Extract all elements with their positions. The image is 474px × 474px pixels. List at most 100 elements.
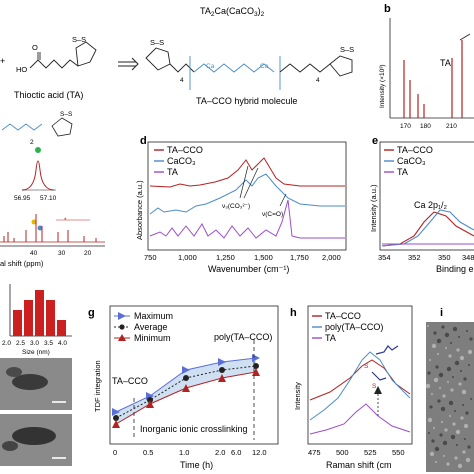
panel-i bbox=[425, 322, 474, 472]
ca-right: Ca bbox=[260, 63, 269, 70]
sem-particle bbox=[431, 393, 433, 395]
sem-particle bbox=[462, 450, 466, 454]
panel-h-xtick-525: 525 bbox=[364, 448, 377, 457]
panel-d-ann-v3: ν₃(CO₃²⁻) bbox=[222, 203, 250, 210]
sem-particle bbox=[452, 326, 458, 332]
panel-h-s2: S bbox=[372, 383, 377, 390]
sem-particle bbox=[452, 376, 454, 378]
sem-texture bbox=[425, 325, 473, 469]
panel-d-line-caco3 bbox=[149, 173, 345, 215]
panel-f-xtick-5: 4.0 bbox=[58, 340, 67, 347]
panel-d-ylabel: Absorbance (a.u.) bbox=[135, 180, 144, 240]
panel-g-legend: Maximum Average Minimum bbox=[114, 311, 173, 343]
panel-g-xtick-05: 0.5 bbox=[143, 448, 153, 457]
panel-d-line-ta bbox=[149, 199, 345, 239]
chemical-scheme: TA2Ca(CaCO3)2 + O HO S–S Thioctic acid (… bbox=[0, 6, 354, 106]
panel-h-xtick-475: 475 bbox=[308, 448, 321, 457]
ta-ho: HO bbox=[16, 65, 27, 74]
panel-b-ylabel: Intensity (×10³) bbox=[379, 64, 386, 108]
sem-particle bbox=[458, 382, 462, 386]
panel-d-legend-3: TA bbox=[167, 167, 178, 177]
sem-particle bbox=[469, 337, 473, 341]
sem-particle bbox=[441, 325, 445, 329]
sem-particle bbox=[455, 429, 461, 435]
hybrid-ss-left: S–S bbox=[150, 38, 164, 47]
formula: TA2Ca(CaCO3)2 bbox=[200, 6, 265, 18]
sem-particle bbox=[456, 444, 458, 446]
panel-c-peak-tick-1: 56.95 bbox=[14, 195, 31, 202]
panel-b-tick-170: 170 bbox=[400, 123, 411, 130]
sem-particle bbox=[454, 456, 458, 460]
ta-name: Thioctic acid (TA) bbox=[14, 90, 83, 100]
panel-c-star: * bbox=[64, 217, 67, 224]
panel-d-xtick-1000: 1,000 bbox=[178, 253, 197, 262]
sem-particle bbox=[463, 423, 469, 429]
sem-particle bbox=[437, 399, 441, 403]
panel-e-xtick-350: 350 bbox=[438, 253, 451, 262]
panel-c-marker-blue bbox=[37, 225, 43, 231]
sem-particle bbox=[461, 389, 467, 395]
panel-b-bars bbox=[403, 40, 463, 118]
sem-particle bbox=[446, 462, 450, 466]
sem-particle bbox=[466, 330, 468, 332]
hybrid-ss-right: S–S bbox=[340, 45, 354, 54]
sem-particle bbox=[435, 461, 437, 463]
panel-f-bar bbox=[13, 310, 22, 336]
panel-e-xlabel: Binding e bbox=[436, 264, 474, 274]
sem-particle bbox=[437, 353, 439, 355]
panel-c-marker-green bbox=[35, 147, 41, 153]
sem-particle bbox=[456, 348, 460, 352]
sem-particle bbox=[444, 332, 450, 338]
panel-c-tick-40: 40 bbox=[30, 250, 38, 257]
panel-f-bar bbox=[46, 300, 55, 336]
sem-particle bbox=[429, 359, 431, 361]
sem-particle bbox=[427, 371, 431, 375]
panel-h-xlabel: Raman shift (cm bbox=[326, 460, 392, 470]
panel-c: 2 S–S 56.95 57.10 * 40 30 20 al shift (p… bbox=[0, 111, 105, 268]
panel-label-d: d bbox=[140, 135, 147, 147]
panel-d-xlabel: Wavenumber (cm⁻¹) bbox=[208, 264, 289, 274]
panel-e-ylabel: Intensity (a.u.) bbox=[369, 184, 378, 232]
panel-e-legend-3: TA bbox=[397, 167, 408, 177]
panel-c-tick-30: 30 bbox=[58, 250, 66, 257]
sem-particle bbox=[427, 417, 433, 423]
sem-particle bbox=[433, 331, 437, 335]
panel-f-bar bbox=[24, 300, 33, 336]
panel-h-legend-1: TA–CCO bbox=[325, 311, 361, 321]
panel-g-ann-right: poly(TA–CCO) bbox=[214, 332, 272, 342]
panel-h-xtick-550: 550 bbox=[392, 448, 405, 457]
panel-d-line-tacco bbox=[149, 157, 345, 188]
hybrid-molecule bbox=[145, 47, 353, 90]
panel-d-xtick-2000: 2,000 bbox=[322, 253, 341, 262]
sem-particle bbox=[436, 338, 442, 344]
sem-particle bbox=[448, 400, 454, 406]
panel-h: TA–CCO poly(TA–CCO) TA S S Intensity 475… bbox=[293, 305, 413, 470]
panel-e-legend-1: TA–CCO bbox=[397, 145, 433, 155]
sem-particle bbox=[442, 394, 446, 398]
sem-particle bbox=[457, 463, 463, 469]
sem-particle bbox=[444, 428, 448, 432]
panel-f-xlabel: Size (nm) bbox=[22, 349, 50, 356]
panel-d-legend-2: CaCO₃ bbox=[167, 156, 196, 166]
panel-f-bars bbox=[13, 290, 66, 336]
panel-e-legend-2: CaCO₃ bbox=[397, 156, 426, 166]
panel-h-s1: S bbox=[364, 363, 369, 370]
panel-c-peak-tick-2: 57.10 bbox=[40, 195, 57, 202]
panel-b: TA 170 180 210 Intensity (×10³) bbox=[379, 18, 474, 130]
panel-g-xtick-1: 1.0 bbox=[179, 448, 189, 457]
plus-sign: + bbox=[0, 56, 5, 66]
panel-h-legend-3: TA bbox=[325, 333, 336, 343]
sem-particle bbox=[467, 349, 473, 355]
panel-g-legend-min: Minimum bbox=[134, 333, 171, 343]
sem-particle bbox=[449, 415, 451, 417]
ta-molecule bbox=[29, 41, 97, 69]
panel-h-legend-2: poly(TA–CCO) bbox=[325, 322, 383, 332]
ta-ss: S–S bbox=[72, 35, 86, 44]
panel-b-tick-180: 180 bbox=[420, 123, 431, 130]
panel-h-ylabel: Intensity bbox=[293, 382, 302, 410]
sem-particle bbox=[435, 365, 439, 369]
panel-b-ta-label: TA bbox=[440, 58, 451, 68]
panel-g-xtick-2: 2.0 bbox=[215, 448, 225, 457]
sem-particle bbox=[446, 366, 452, 372]
